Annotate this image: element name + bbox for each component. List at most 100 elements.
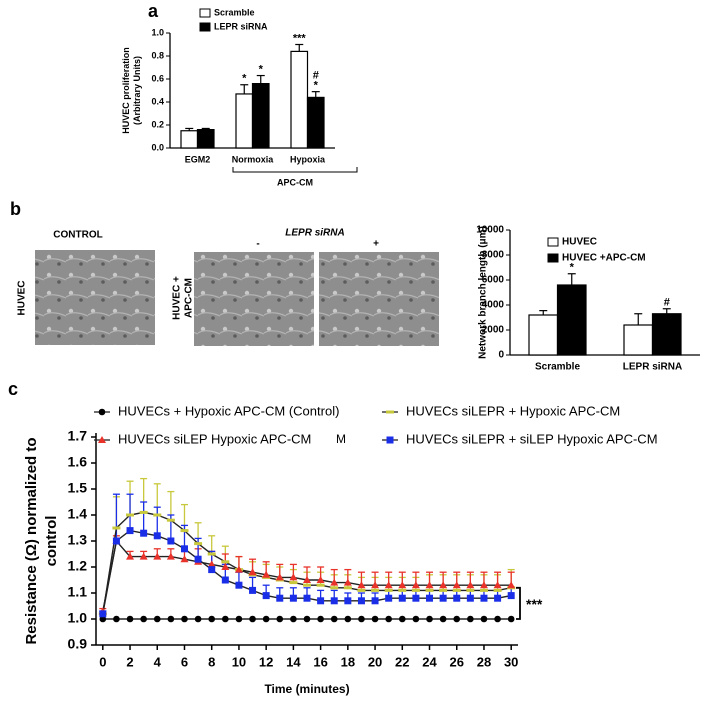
legend-label: HUVEC	[562, 237, 597, 248]
point	[194, 555, 202, 563]
point	[330, 597, 338, 605]
panel-label: a	[148, 1, 159, 21]
micrograph-row-label: HUVEC	[17, 280, 28, 315]
x-tick-label: 12	[259, 654, 273, 669]
point	[467, 615, 474, 623]
point	[357, 597, 365, 605]
x-tick-label: Scramble	[535, 362, 580, 373]
y-tick-label: 1.3	[68, 532, 88, 548]
point	[289, 594, 297, 602]
legend-marker	[98, 436, 106, 443]
legend-swatch	[547, 253, 559, 263]
point	[452, 588, 461, 592]
y-tick-label: 8000	[482, 250, 505, 261]
significance-mark: #	[664, 297, 670, 309]
point	[411, 581, 420, 589]
point	[384, 581, 393, 589]
x-tick-label: Hypoxia	[290, 154, 326, 164]
y-tick-label: 4000	[482, 300, 505, 311]
y-tick-label: 1.4	[68, 506, 88, 522]
point	[398, 594, 406, 602]
point	[112, 537, 120, 545]
point	[426, 615, 433, 623]
point	[112, 526, 121, 530]
point	[316, 583, 325, 587]
legend-note: M	[336, 432, 346, 446]
point	[398, 588, 407, 592]
y-axis-label: Network branch length (μm)	[478, 226, 489, 359]
significance-mark: ***	[293, 32, 307, 44]
y-tick-label: 1.0	[151, 27, 164, 37]
panel-label: b	[10, 199, 21, 219]
point	[276, 594, 284, 602]
y-tick-label: 1.5	[68, 480, 88, 496]
point	[139, 552, 148, 560]
point	[221, 560, 230, 564]
x-tick-label: 10	[232, 654, 246, 669]
significance-mark: *	[259, 63, 264, 75]
point	[303, 576, 311, 583]
x-tick-label: 0	[99, 654, 106, 669]
y-tick-label: 1.7	[68, 428, 88, 444]
x-tick-label: 18	[341, 654, 355, 669]
y-tick-label: 0.2	[151, 119, 164, 129]
point	[480, 615, 488, 623]
legend-label: HUVECs siLEP Hypoxic APC-CM	[118, 431, 311, 446]
point	[358, 615, 365, 623]
point	[153, 552, 162, 560]
point	[166, 518, 175, 522]
point	[479, 588, 488, 592]
bar	[623, 324, 654, 356]
point	[317, 615, 324, 623]
micrograph-minus: -	[256, 239, 259, 250]
y-tick-label: 10000	[476, 225, 504, 236]
point	[439, 594, 447, 602]
point	[126, 552, 135, 560]
x-tick-label: 30	[504, 654, 518, 669]
point	[290, 615, 297, 623]
y-axis-label: control	[43, 516, 60, 567]
point	[139, 510, 148, 514]
point	[99, 610, 107, 618]
point	[412, 615, 420, 623]
point	[507, 592, 515, 600]
point	[466, 588, 475, 592]
point	[480, 594, 488, 602]
point	[207, 560, 216, 568]
point	[194, 615, 202, 623]
point	[235, 615, 243, 623]
y-axis-label: HUVEC proliferation	[121, 47, 131, 134]
x-tick-label: EGM2	[185, 154, 211, 164]
point	[316, 576, 325, 583]
point	[385, 615, 392, 623]
legend-swatch	[199, 22, 211, 32]
significance-bracket	[516, 586, 521, 620]
point	[330, 615, 338, 623]
point	[153, 615, 161, 623]
point	[275, 573, 284, 581]
legend-label: HUVEC +APC-CM	[562, 253, 646, 264]
micrograph-row-label: HUVEC +	[172, 276, 183, 320]
bar	[180, 130, 199, 149]
micrograph-condition: LEPR siRNA	[285, 228, 344, 239]
point	[344, 597, 352, 605]
point	[357, 581, 366, 589]
point	[494, 615, 501, 623]
point	[357, 588, 366, 592]
point	[221, 576, 229, 584]
point	[180, 555, 189, 563]
y-tick-label: 1.0	[68, 610, 88, 626]
x-tick-label: LEPR siRNA	[623, 362, 682, 373]
point	[276, 615, 284, 623]
point	[343, 578, 352, 586]
point	[207, 552, 216, 556]
point	[180, 529, 189, 533]
point	[249, 615, 256, 623]
point	[493, 581, 502, 589]
point	[453, 594, 461, 602]
x-tick-label: 28	[477, 654, 491, 669]
point	[167, 615, 175, 623]
legend-label: HUVECs siLEPR + Hypoxic APC-CM	[406, 403, 620, 418]
point	[113, 615, 120, 623]
x-axis-label: Time (minutes)	[264, 682, 349, 696]
